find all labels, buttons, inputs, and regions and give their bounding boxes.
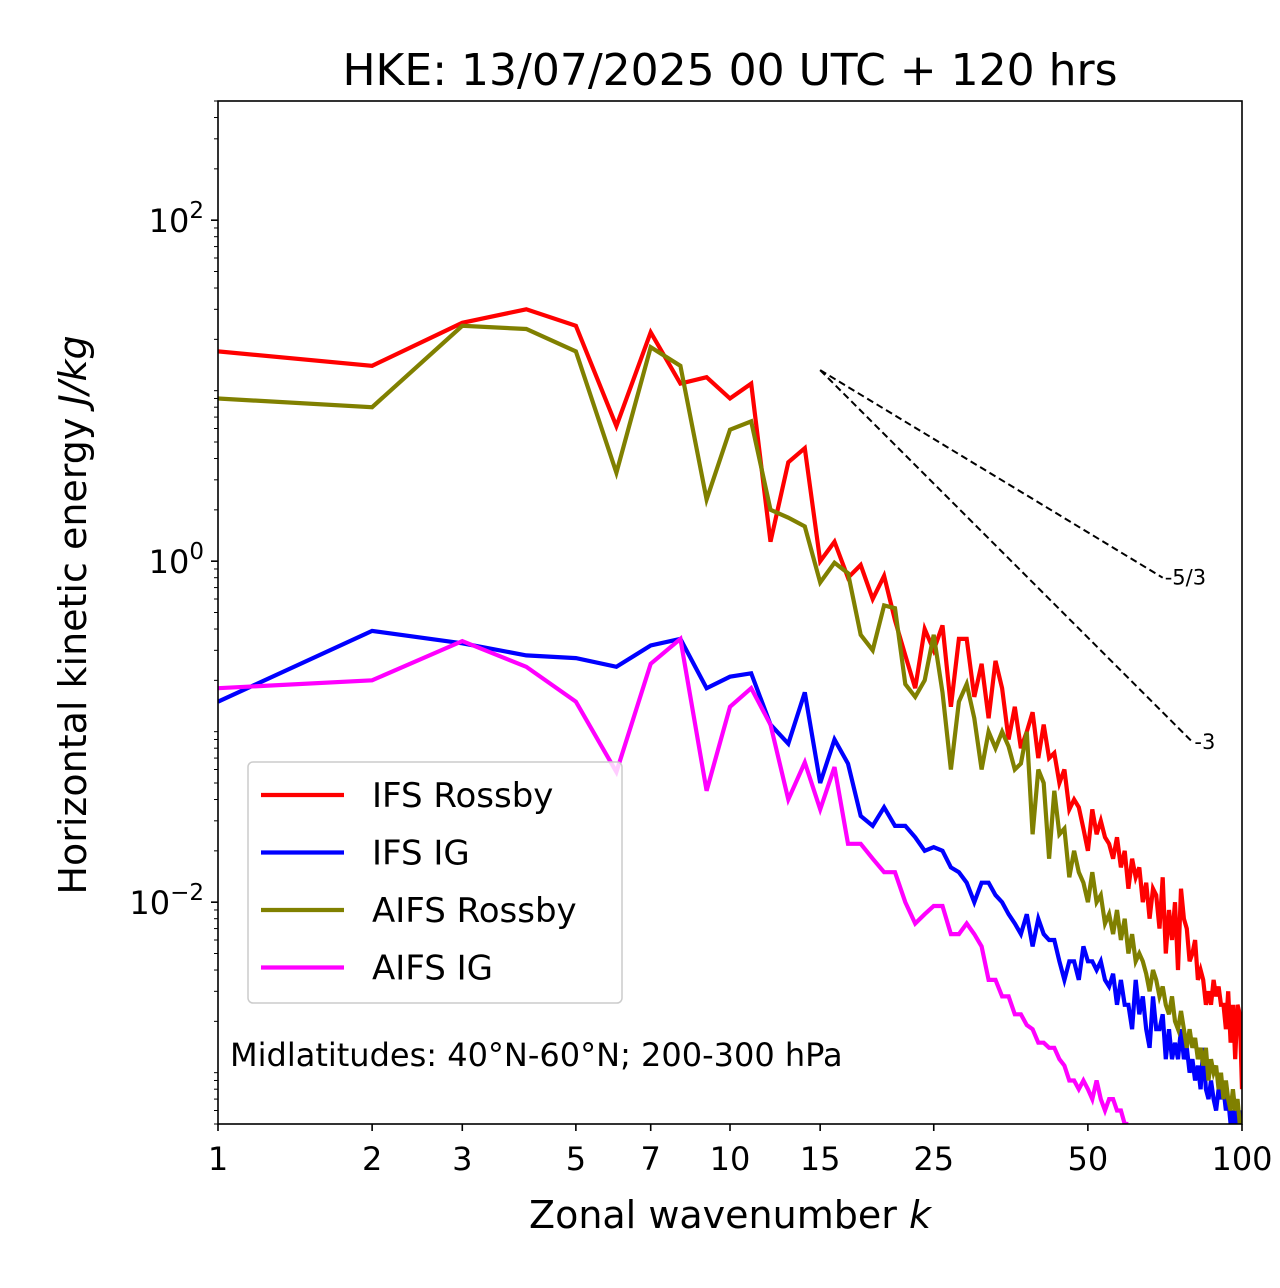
y-tick-base: 10 [129, 884, 170, 922]
x-tick-label: 10 [710, 1140, 751, 1178]
y-tick-exponent: 2 [189, 198, 204, 224]
series-lines [218, 307, 1242, 1124]
x-tick-labels: 1 2 3 5 7 10 15 25 50 100 [208, 1140, 1273, 1178]
y-axis-label: Horizontal kinetic energy J/kg [51, 335, 95, 894]
x-tick-label: 50 [1068, 1140, 1109, 1178]
x-tick-label: 15 [800, 1140, 841, 1178]
x-tick-label: 5 [566, 1140, 586, 1178]
major-tick-marks [211, 219, 1243, 1131]
y-tick-base: 10 [149, 202, 190, 240]
x-tick-label: 25 [913, 1140, 954, 1178]
slope-label-3: -3 [1194, 730, 1215, 754]
series-line-ifs-rossby [218, 307, 1242, 1090]
legend-label-aifs-ig: AIFS IG [372, 949, 493, 989]
region-annotation: Midlatitudes: 40°N-60°N; 200-300 hPa [230, 1036, 843, 1074]
y-tick-label: 10−2 [129, 880, 204, 922]
y-axis-label-text: Horizontal kinetic energy [51, 418, 95, 895]
legend-box [247, 761, 623, 1004]
legend-label-ifs-ig: IFS IG [372, 834, 470, 874]
y-tick-exponent: −2 [170, 880, 204, 906]
series-line-ifs-ig [218, 628, 1242, 1124]
slope-label-5-3: -5/3 [1165, 566, 1206, 590]
plot-frame [217, 100, 1243, 1125]
legend-label-ifs-rossby: IFS Rossby [372, 776, 553, 816]
y-tick-exponent: 0 [189, 539, 204, 565]
series-line-aifs-rossby [218, 323, 1242, 1124]
y-tick-label: 100 [149, 539, 204, 581]
x-tick-label: 2 [362, 1140, 382, 1178]
x-axis-label: Zonal wavenumber k [529, 1193, 933, 1237]
legend-label-aifs-rossby: AIFS Rossby [372, 891, 577, 931]
x-axis-label-var: k [909, 1193, 933, 1237]
y-tick-base: 10 [149, 543, 190, 581]
chart-title: HKE: 13/07/2025 00 UTC + 120 hrs [342, 45, 1117, 96]
y-axis-label-unit: J/kg [51, 335, 95, 412]
x-tick-label: 3 [452, 1140, 472, 1178]
legend: IFS Rossby IFS IG AIFS Rossby AIFS IG [247, 761, 623, 1004]
slope-labels: -5/3 -3 [1165, 566, 1216, 754]
x-tick-label: 1 [208, 1140, 228, 1178]
series-line-aifs-ig [218, 634, 1129, 1124]
reference-slope-lines [819, 369, 1194, 743]
slope-line-5-3 [819, 369, 1164, 579]
x-tick-label: 7 [641, 1140, 661, 1178]
x-tick-label: 100 [1211, 1140, 1272, 1178]
y-tick-label: 102 [149, 198, 204, 240]
x-axis-label-text: Zonal wavenumber [529, 1193, 897, 1237]
